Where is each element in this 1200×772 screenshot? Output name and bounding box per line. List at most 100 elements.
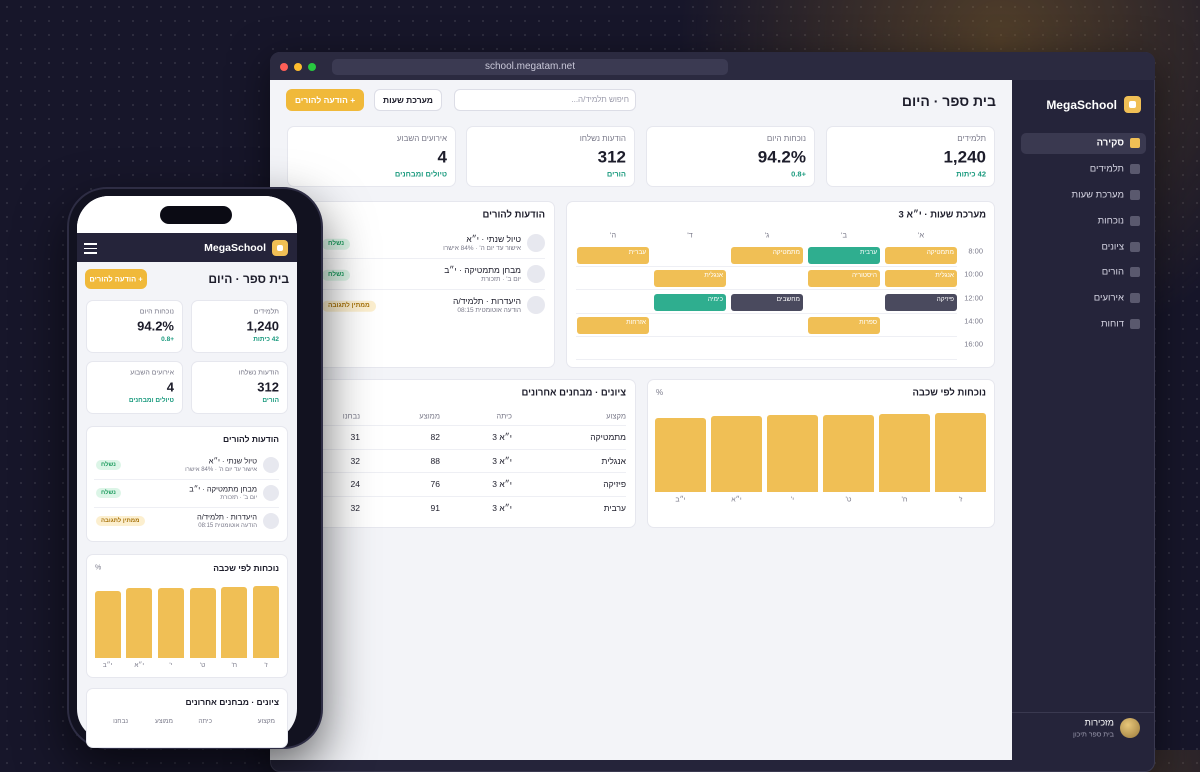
x-tick-label: ז'	[264, 661, 268, 669]
nav-icon[interactable]	[1130, 319, 1140, 329]
time-label: 8:00	[968, 246, 983, 256]
phone-notice-avatar	[263, 513, 279, 529]
grades-cell: י״א 3	[492, 455, 512, 466]
bar	[655, 418, 706, 492]
notice-status: ממתין לתגובה	[322, 300, 376, 312]
nav-icon[interactable]	[1130, 138, 1140, 148]
nav-icon[interactable]	[1130, 190, 1140, 200]
notify-button-label: + הודעה להורים	[294, 94, 356, 105]
phone-notify-button[interactable]	[85, 269, 147, 289]
url-bar	[332, 59, 728, 75]
day-header: ב'	[841, 230, 847, 240]
phone-notify-label: + הודעה להורים	[89, 274, 143, 284]
lesson-cell	[654, 293, 726, 311]
grades-header: מקצוע	[606, 411, 626, 421]
phone-stat-value: 4	[166, 379, 174, 395]
menu-line[interactable]	[84, 252, 97, 254]
phone-grades-title: ציונים · מבחנים אחרונים	[185, 696, 279, 707]
x-tick-label: י״א	[731, 496, 742, 504]
phone-stat-card	[191, 300, 288, 353]
notice-sub: הודעה אוטומטית 08:15	[457, 306, 521, 314]
phone-stat-value: 1,240	[246, 318, 279, 334]
time-label: 16:00	[964, 339, 983, 349]
grades-cell: מתמטיקה	[590, 431, 626, 442]
schedule-button-label: מערכת שעות	[383, 94, 433, 105]
nav-icon[interactable]	[1130, 216, 1140, 226]
phone-notice-avatar	[263, 457, 279, 473]
grades-cell: 88	[430, 455, 440, 466]
stat-sub: טיולים ומבחנים	[394, 169, 447, 179]
stat-value: 312	[597, 147, 626, 167]
stat-card	[466, 126, 635, 187]
stat-value: 4	[437, 147, 447, 167]
notice-sub: יום ב' · תזכורת	[481, 275, 521, 283]
phone-stat-sub: +0.8	[161, 335, 174, 343]
menu-line[interactable]	[84, 247, 97, 249]
phone-stat-card	[191, 361, 288, 414]
phone-notice-status: נשלח	[96, 460, 121, 470]
grades-divider	[300, 425, 626, 426]
user-avatar	[1120, 718, 1140, 738]
nav-icon[interactable]	[1130, 267, 1140, 277]
attendance-title: נוכחות לפי שכבה	[912, 387, 986, 399]
time-label: 10:00	[964, 269, 983, 279]
page-title: בית ספר · היום	[901, 93, 996, 109]
schedule-title: מערכת שעות · י״א 3	[898, 209, 986, 221]
stat-sub: 42 כיתות	[956, 169, 986, 179]
lesson-subject: אזרחות	[626, 318, 646, 326]
schedule-button[interactable]	[374, 89, 442, 111]
user-name: מזכירות	[1084, 717, 1114, 728]
bar	[253, 586, 279, 658]
grades-header: כיתה	[496, 411, 512, 421]
grades-cell: 82	[430, 431, 440, 442]
nav-icon[interactable]	[1130, 164, 1140, 174]
phone-notice-title: טיול שנתי · י״א	[208, 456, 257, 466]
phone-brand: MegaSchool	[204, 241, 266, 254]
time-label: 12:00	[964, 292, 983, 302]
nav-item: תלמידים	[1089, 163, 1124, 175]
nav-item: הורים	[1101, 266, 1124, 278]
user-role: בית ספר תיכון	[1073, 731, 1114, 739]
schedule-row-line	[576, 359, 957, 361]
phone-notice-title: היעדרות · תלמיד/ה	[197, 512, 257, 522]
stat-sub: +0.8	[791, 169, 806, 179]
menu-line[interactable]	[84, 243, 97, 245]
grades-panel	[287, 379, 636, 528]
lesson-cell	[654, 270, 726, 288]
lesson-cell	[731, 293, 803, 311]
stat-label: נוכחות היום	[766, 134, 806, 143]
grades-divider	[300, 496, 626, 498]
bar	[823, 414, 874, 492]
stat-label: תלמידים	[957, 134, 986, 143]
stat-sub: הורים	[606, 169, 626, 179]
lesson-subject: מתמטיקה	[926, 248, 954, 256]
grades-header: ממוצע	[419, 411, 440, 421]
day-header: ג'	[764, 230, 770, 240]
phone-notice-status: ממתין לתגובה	[96, 516, 145, 526]
notice-status: נשלח	[322, 238, 351, 250]
x-tick-label: י״ב	[102, 661, 113, 669]
phone-grades-header: מקצוע	[257, 717, 275, 725]
nav-icon[interactable]	[1130, 293, 1140, 303]
notice-sub: אישור עד יום ה' · 84% אישרו	[443, 244, 521, 252]
phone-grades-header: כיתה	[198, 717, 212, 725]
nav-icon[interactable]	[1130, 242, 1140, 252]
bar	[126, 588, 153, 658]
notify-button[interactable]	[286, 89, 364, 111]
grades-cell: 76	[430, 479, 440, 490]
nav-item: דוחות	[1100, 318, 1124, 330]
notice-avatar	[527, 234, 545, 252]
lesson-cell	[808, 247, 880, 264]
lesson-subject: עברית	[628, 248, 646, 256]
nav-item: סקירה	[1096, 137, 1124, 149]
lesson-subject: אנגלית	[935, 272, 954, 280]
phone-stat-label: תלמידים	[253, 308, 279, 316]
window-dot	[280, 63, 288, 71]
search-box[interactable]	[454, 89, 636, 111]
day-header: א'	[917, 230, 925, 240]
phone-notice-divider	[94, 507, 279, 508]
day-header: ה'	[609, 230, 617, 240]
phone-notice-avatar	[263, 485, 279, 501]
x-tick-label: י״א	[134, 661, 145, 669]
phone-notice-sub: אישור עד יום ה' · 84% אישרו	[185, 467, 257, 473]
